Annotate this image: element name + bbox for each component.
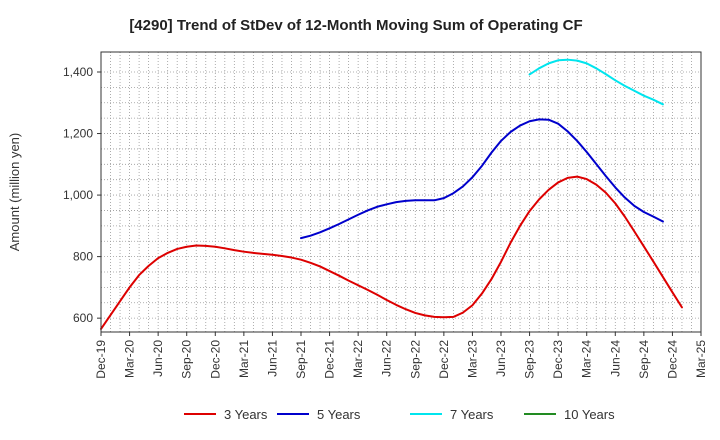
- x-tick-label: Jun-23: [494, 340, 508, 377]
- plot-background: [101, 52, 701, 332]
- x-tick-label: Mar-24: [580, 340, 594, 378]
- legend-label-7-years: 7 Years: [450, 407, 494, 422]
- series-lines: [100, 58, 683, 330]
- series-line-5-years: [300, 118, 664, 240]
- x-tick-label: Dec-21: [323, 340, 337, 379]
- plot-frame: [100, 51, 702, 333]
- x-tick-label: Jun-22: [380, 340, 394, 377]
- plot-border: [100, 51, 702, 333]
- y-axis-ticks: 600 800 1,000 1,200 1,400: [63, 65, 101, 325]
- series-line-3-years: [100, 175, 683, 330]
- x-tick-label: Mar-25: [694, 340, 708, 378]
- x-tick-label: Mar-21: [237, 340, 251, 378]
- y-tick-label: 600: [73, 311, 93, 325]
- y-tick-label: 800: [73, 250, 93, 264]
- x-tick-label: Sep-24: [637, 340, 651, 379]
- x-tick-label: Sep-21: [294, 340, 308, 379]
- legend-label-10-years: 10 Years: [564, 407, 615, 422]
- x-tick-label: Sep-20: [180, 340, 194, 379]
- chart-title: [4290] Trend of StDev of 12-Month Moving…: [129, 17, 582, 34]
- series-line-7-years: [528, 58, 664, 106]
- grid-lines: [101, 52, 701, 332]
- x-tick-label: Jun-24: [608, 340, 622, 377]
- y-axis-label: Amount (million yen): [7, 133, 22, 252]
- x-tick-label: Jun-21: [265, 340, 279, 377]
- x-tick-label: Sep-22: [408, 340, 422, 379]
- x-tick-label: Sep-23: [523, 340, 537, 379]
- x-tick-label: Mar-22: [351, 340, 365, 378]
- legend-label-3-years: 3 Years: [224, 407, 268, 422]
- x-tick-label: Dec-19: [94, 340, 108, 379]
- legend-label-5-years: 5 Years: [317, 407, 361, 422]
- plot-area: [101, 52, 701, 332]
- x-tick-label: Dec-24: [665, 340, 679, 379]
- legend: 3 Years 5 Years 7 Years 10 Years: [184, 407, 615, 422]
- x-tick-label: Dec-22: [437, 340, 451, 379]
- x-tick-label: Mar-23: [465, 340, 479, 378]
- x-tick-label: Dec-23: [551, 340, 565, 379]
- y-tick-label: 1,200: [63, 127, 93, 141]
- y-tick-label: 1,400: [63, 65, 93, 79]
- x-tick-label: Dec-20: [208, 340, 222, 379]
- x-tick-label: Mar-20: [123, 340, 137, 378]
- x-axis-ticks: Dec-19 Mar-20 Jun-20 Sep-20 Dec-20 Mar-21 Jun-…: [94, 332, 708, 379]
- y-tick-label: 1,000: [63, 188, 93, 202]
- x-tick-label: Jun-20: [151, 340, 165, 377]
